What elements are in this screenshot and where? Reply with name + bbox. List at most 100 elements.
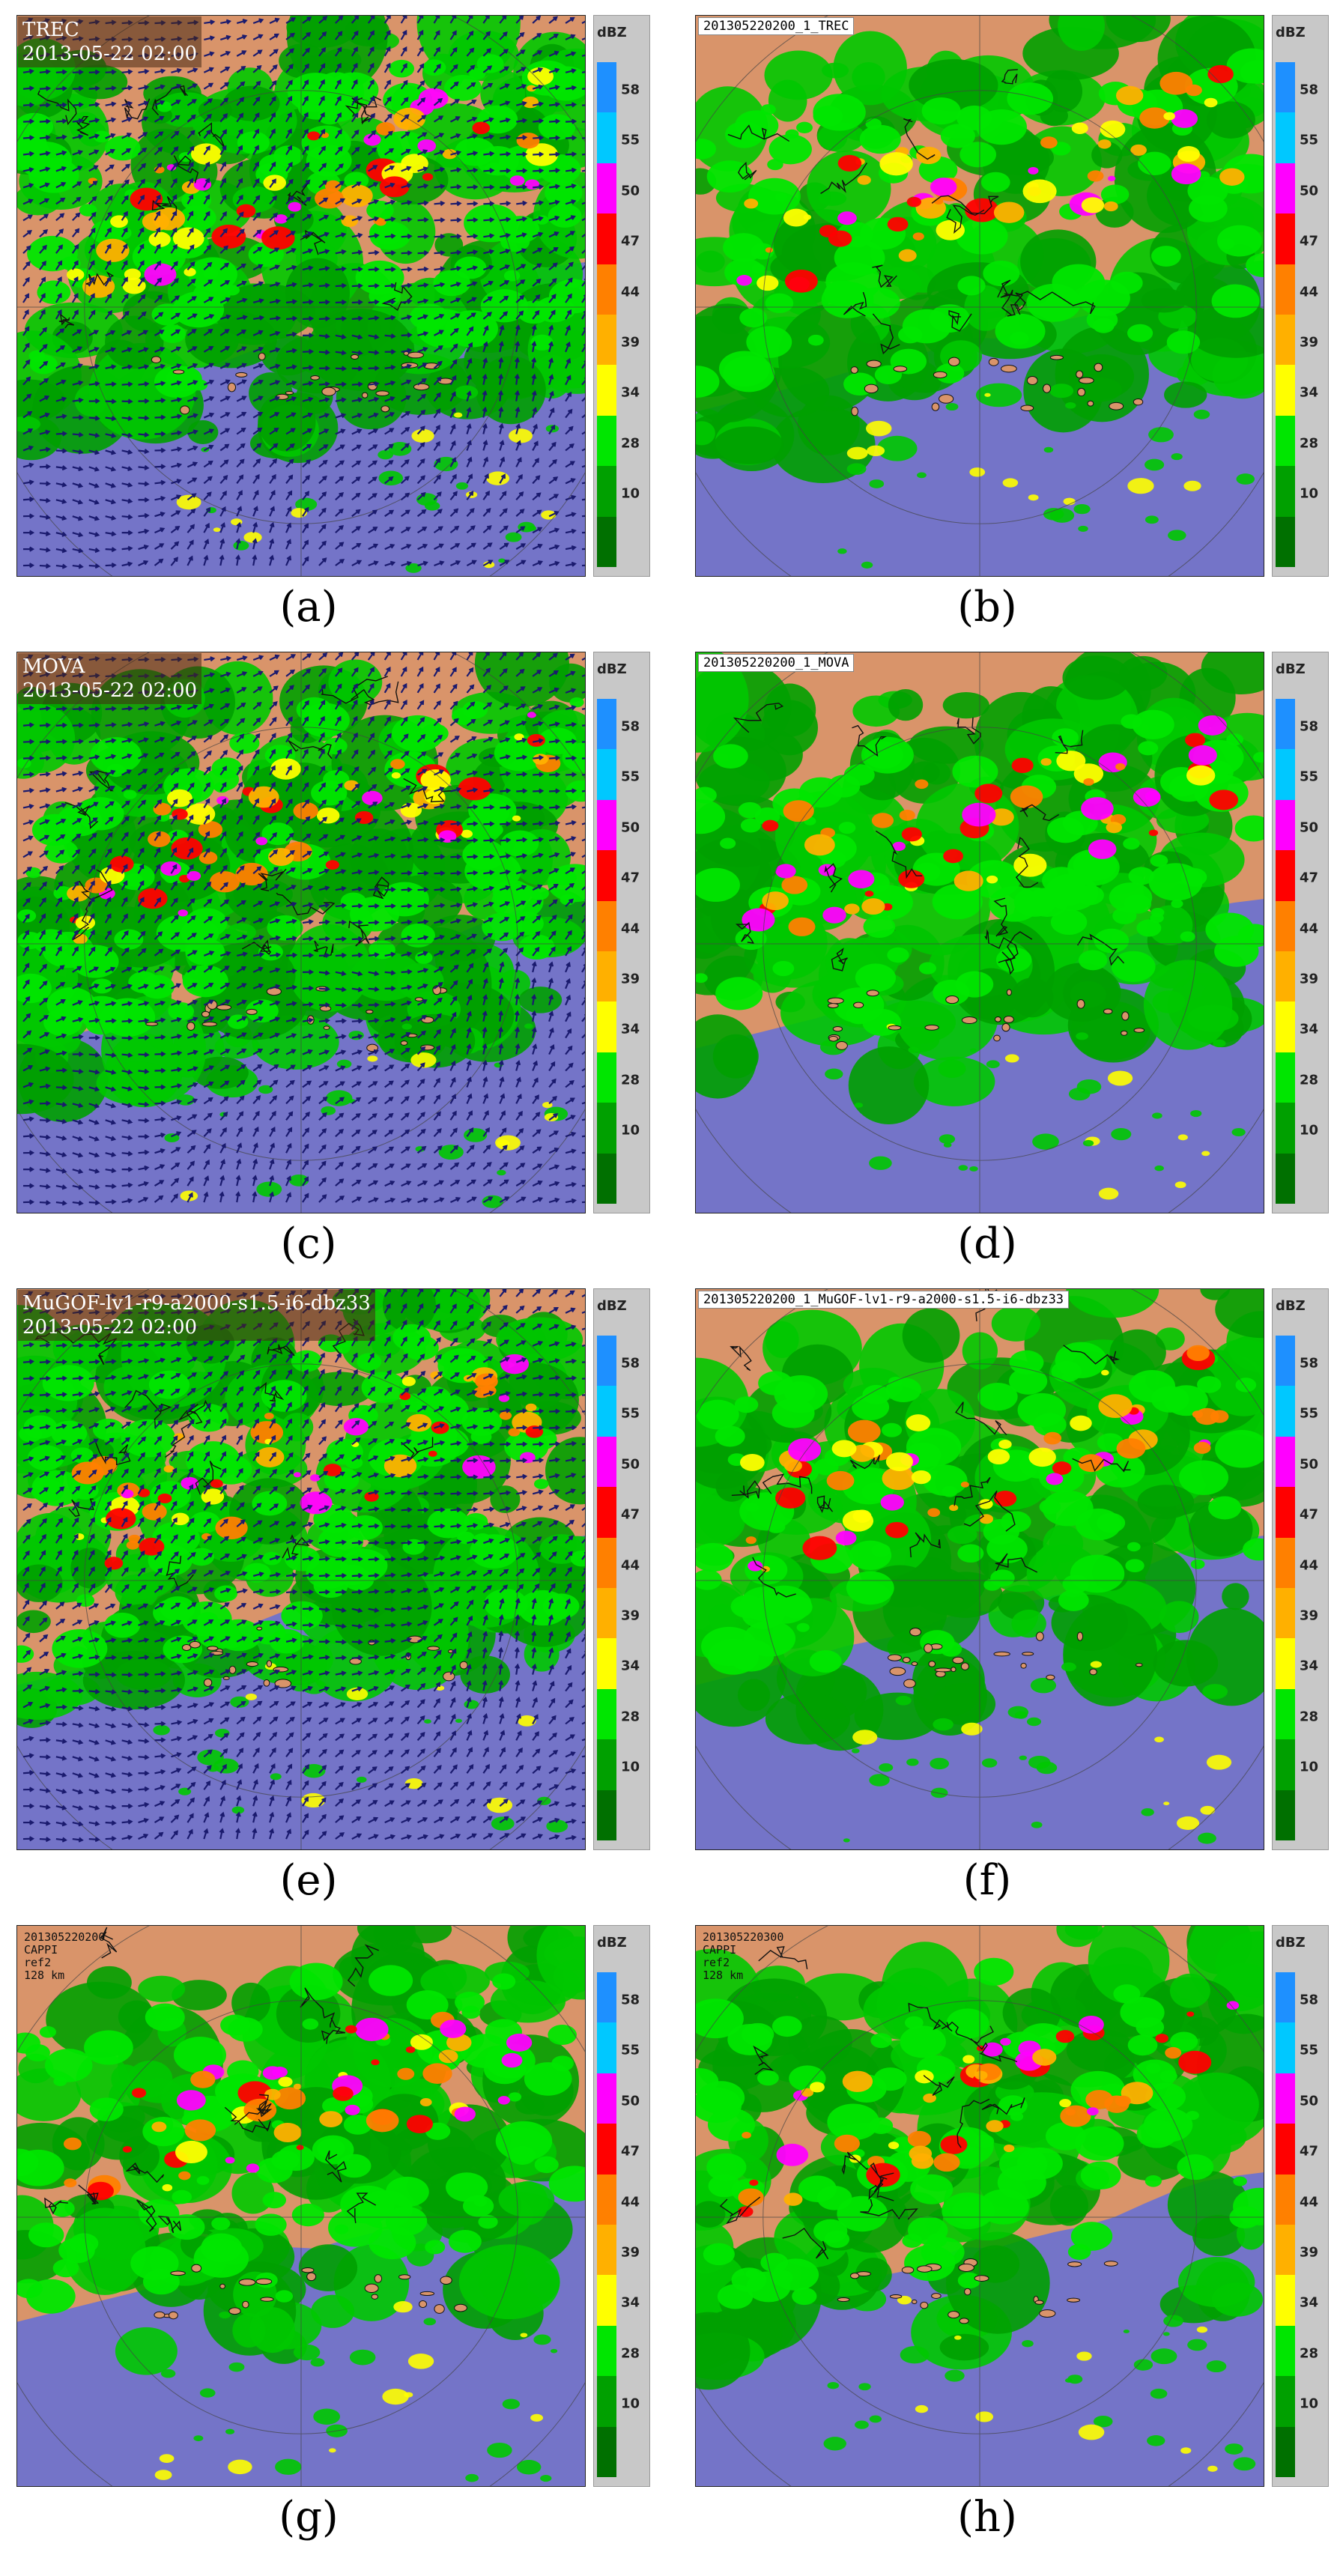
legend-swatch — [1276, 1487, 1295, 1538]
legend-swatch — [597, 1588, 616, 1639]
caption-g: (g) — [279, 2493, 339, 2542]
legend-tick-label: 44 — [621, 284, 640, 300]
reflectivity-echoes — [696, 1926, 1264, 2472]
legend-tick-label: 28 — [1300, 1709, 1319, 1725]
caption-e: (e) — [279, 1856, 338, 1905]
legend-swatch — [1276, 1052, 1295, 1103]
legend-swatch — [597, 1436, 616, 1488]
legend-tick-label: 39 — [1300, 2244, 1319, 2261]
panel-g-cappi-line: 128 km — [24, 1969, 65, 1982]
caption-c: (c) — [280, 1219, 337, 1268]
legend-swatch — [597, 850, 616, 901]
legend-tick-label: 47 — [621, 2143, 640, 2160]
legend-tick-label: 58 — [621, 82, 640, 98]
panel-e-time: 2013-05-22 02:00 — [22, 1316, 198, 1339]
reflectivity-echoes — [696, 16, 1264, 569]
panel-g-cappi-line: CAPPI — [24, 1943, 58, 1957]
legend-tick-label: 50 — [621, 183, 640, 199]
legend-swatch — [1276, 163, 1295, 214]
radar-range-rings — [696, 1926, 1264, 2486]
legend-swatch — [597, 2426, 616, 2478]
legend-swatch — [597, 699, 616, 750]
legend-swatch — [597, 365, 616, 416]
legend-tick-label: 39 — [1300, 1607, 1319, 1624]
panel-c-title-box: MOVA 2013-05-22 02:00 — [18, 653, 202, 704]
legend-tick-label: 28 — [621, 2345, 640, 2362]
legend-tick-label: 55 — [621, 1405, 640, 1422]
legend-tick-label: 10 — [621, 1122, 640, 1139]
radar-map-c — [16, 652, 586, 1213]
legend-tick-label: 44 — [1300, 1557, 1319, 1574]
legend-swatch — [1276, 2275, 1295, 2326]
legend-ticks: 58 55 50 47 44 39 34 28 10 — [1300, 62, 1327, 567]
legend-color-bar — [597, 62, 616, 568]
legend-tick-label: 47 — [1300, 870, 1319, 886]
legend-tick-label: 50 — [1300, 2093, 1319, 2109]
radar-map-b — [695, 15, 1264, 577]
legend-ticks: 58 55 50 47 44 39 34 28 10 — [1300, 699, 1327, 1204]
panel-g-cappi-info: 201305220200 CAPPI ref2 128 km — [24, 1931, 105, 1982]
legend-tick-label: 55 — [621, 2042, 640, 2058]
legend-swatch — [597, 1001, 616, 1052]
legend-tick-label: 47 — [621, 233, 640, 249]
legend-tick-label: 34 — [1300, 1021, 1319, 1037]
legend-swatch — [597, 1537, 616, 1589]
panel-c-title: MOVA — [22, 655, 85, 678]
legend-tick-label: 44 — [621, 2194, 640, 2210]
legend-tick-label: 58 — [621, 1992, 640, 2008]
panel-e: MuGOF-lv1-r9-a2000-s1.5-i6-dbz33 2013-05… — [16, 1288, 661, 1850]
legend-swatch — [597, 1052, 616, 1103]
legend-tick-label: 28 — [621, 1072, 640, 1088]
radar-range-rings — [696, 16, 1264, 576]
legend-swatch — [1276, 2022, 1295, 2073]
legend-tick-label: 28 — [1300, 435, 1319, 452]
legend-swatch — [597, 2174, 616, 2225]
legend-color-bar — [597, 699, 616, 1204]
legend-tick-label: 58 — [1300, 1355, 1319, 1372]
radar-map-d — [695, 652, 1264, 1213]
legend-tick-label: 39 — [1300, 334, 1319, 351]
legend-tick-label: 34 — [621, 1021, 640, 1037]
radar-range-rings — [17, 1289, 585, 1849]
legend-tick-label: 39 — [621, 1607, 640, 1624]
legend-swatch — [1276, 1001, 1295, 1052]
legend-swatch — [597, 1386, 616, 1437]
legend-swatch — [1276, 1638, 1295, 1689]
legend-tick-label: 34 — [621, 1658, 640, 1674]
panel-e-title: MuGOF-lv1-r9-a2000-s1.5-i6-dbz33 — [22, 1292, 371, 1315]
legend-swatch — [1276, 516, 1295, 568]
panel-g: 201305220200 CAPPI ref2 128 km dBZ 58 55 50… — [16, 1925, 661, 2487]
panel-f-label: 201305220200_1_MuGOF-lv1-r9-a2000-s1.5-i… — [698, 1291, 1070, 1309]
legend-swatch — [597, 62, 616, 113]
panel-a-title-box: TREC 2013-05-22 02:00 — [18, 16, 202, 67]
legend-tick-label: 39 — [621, 334, 640, 351]
legend-tick-label: 55 — [621, 769, 640, 785]
legend-swatch — [597, 163, 616, 214]
coastlines — [45, 1927, 379, 2234]
motion-vectors — [22, 652, 585, 1206]
legend-swatch — [1276, 1972, 1295, 2023]
legend-swatch — [597, 1739, 616, 1790]
radar-image-d — [696, 652, 1264, 1213]
panel-a: TREC 2013-05-22 02:00 dBZ 58 55 50 47 44 39 34 2… — [16, 15, 661, 577]
legend-swatch — [1276, 1789, 1295, 1841]
legend-tick-label: 47 — [1300, 233, 1319, 249]
radar-image-e — [17, 1289, 585, 1849]
legend-tick-label: 44 — [1300, 921, 1319, 937]
legend-swatch — [1276, 415, 1295, 467]
legend-tick-label: 47 — [1300, 1506, 1319, 1523]
panel-c-time: 2013-05-22 02:00 — [22, 679, 198, 702]
legend-swatch — [1276, 1588, 1295, 1639]
radar-image-h — [696, 1926, 1264, 2486]
coastlines — [735, 703, 1125, 975]
legend-unit-label: dBZ — [597, 1298, 627, 1314]
legend-swatch — [597, 264, 616, 315]
legend-tick-label: 47 — [1300, 2143, 1319, 2160]
caption-d: (d) — [957, 1219, 1017, 1268]
radar-image-f — [696, 1289, 1264, 1849]
legend-tick-label: 44 — [1300, 2194, 1319, 2210]
legend-swatch — [597, 2325, 616, 2377]
legend-swatch — [1276, 2325, 1295, 2377]
legend-swatch — [1276, 850, 1295, 901]
legend-tick-label: 50 — [1300, 183, 1319, 199]
